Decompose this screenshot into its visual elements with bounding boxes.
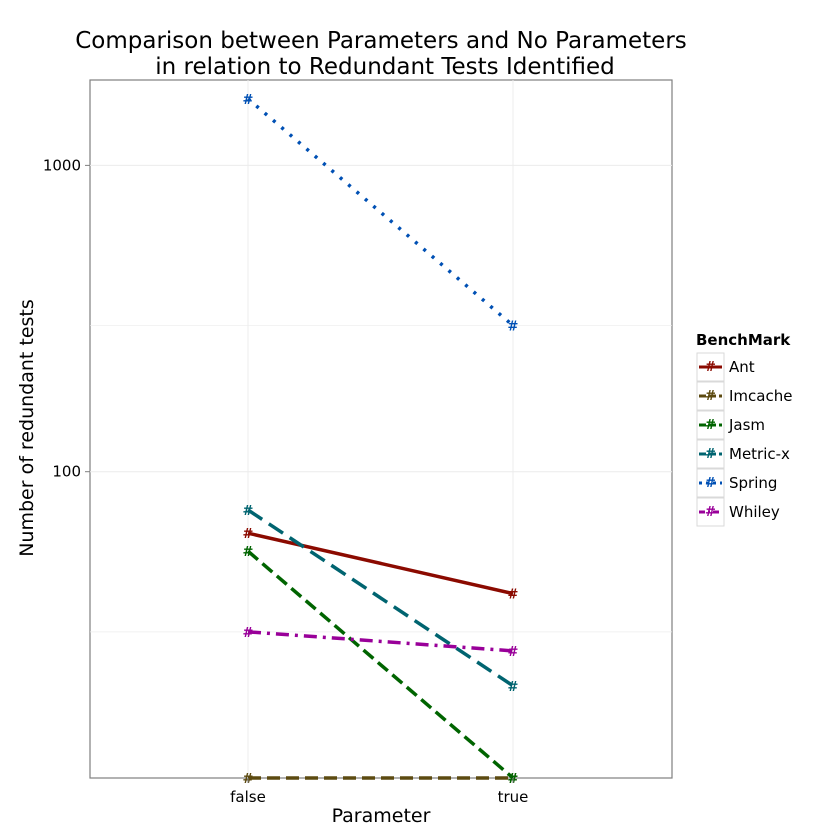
series-layer: ### ######### [243, 93, 519, 787]
data-point: # [243, 545, 254, 560]
data-point: # [508, 320, 519, 335]
series-line [247, 508, 514, 688]
legend-item-ant: # Ant [696, 352, 755, 382]
grid-lines [90, 80, 672, 778]
x-tick-label: false [230, 788, 266, 806]
legend-key-symbol: # [705, 418, 716, 433]
legend-title: BenchMark [696, 331, 791, 349]
series-whiley: ## [243, 626, 519, 660]
legend-label: Imcache [729, 387, 792, 405]
plot-panel [89, 79, 673, 779]
y-axis-title: Number of redundant tests [16, 299, 38, 557]
legend-key-symbol: # [705, 476, 716, 491]
series-spring: ## [243, 93, 519, 335]
y-tick-label: 1000 [43, 156, 81, 174]
legend-key-symbol: # [705, 360, 716, 375]
series-line [246, 549, 515, 780]
legend-key-symbol: # [705, 389, 716, 404]
data-point: # [243, 93, 254, 108]
legend-label: Jasm [728, 416, 765, 434]
chart-title: Comparison between Parameters and No Par… [75, 28, 687, 80]
chart-title-line-2: in relation to Redundant Tests Identifie… [155, 54, 614, 80]
x-tick-label: true [498, 788, 529, 806]
legend-key-symbol: # [705, 505, 716, 520]
series-line [247, 531, 514, 596]
legend-label: Metric-x [729, 445, 790, 463]
y-tick-label: 100 [52, 463, 81, 481]
data-point: # [508, 645, 519, 660]
data-point: # [508, 680, 519, 695]
legend-label: Spring [729, 474, 777, 492]
data-point: # [243, 527, 254, 542]
legend-item-jasm: # Jasm [696, 410, 765, 440]
series-metric-x: ## [243, 504, 519, 695]
data-point: # [243, 626, 254, 641]
legend-label: Whiley [729, 503, 780, 521]
legend-item-metric-x: # Metric-x [696, 439, 790, 469]
legend-item-whiley: # Whiley [696, 497, 780, 527]
x-axis-title: Parameter [332, 805, 431, 827]
axes: 100 1000 false true [43, 156, 529, 806]
legend: BenchMark # Ant # Imcache # Jasm # Metric-x # Spr… [696, 331, 792, 527]
chart-title-line-1: Comparison between Parameters and No Par… [75, 28, 687, 54]
series-line [247, 630, 514, 653]
legend-key-symbol: # [705, 447, 716, 462]
data-point: # [243, 504, 254, 519]
data-point: # [508, 588, 519, 603]
legend-item-spring: # Spring [696, 468, 777, 498]
legend-label: Ant [729, 358, 755, 376]
series-ant: ## [243, 527, 519, 602]
legend-item-imcache: # Imcache [696, 381, 792, 411]
